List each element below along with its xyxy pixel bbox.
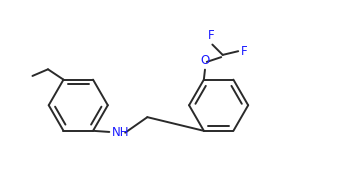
Text: NH: NH: [112, 126, 130, 139]
Text: F: F: [240, 45, 247, 58]
Text: F: F: [208, 29, 214, 42]
Text: O: O: [200, 54, 210, 67]
